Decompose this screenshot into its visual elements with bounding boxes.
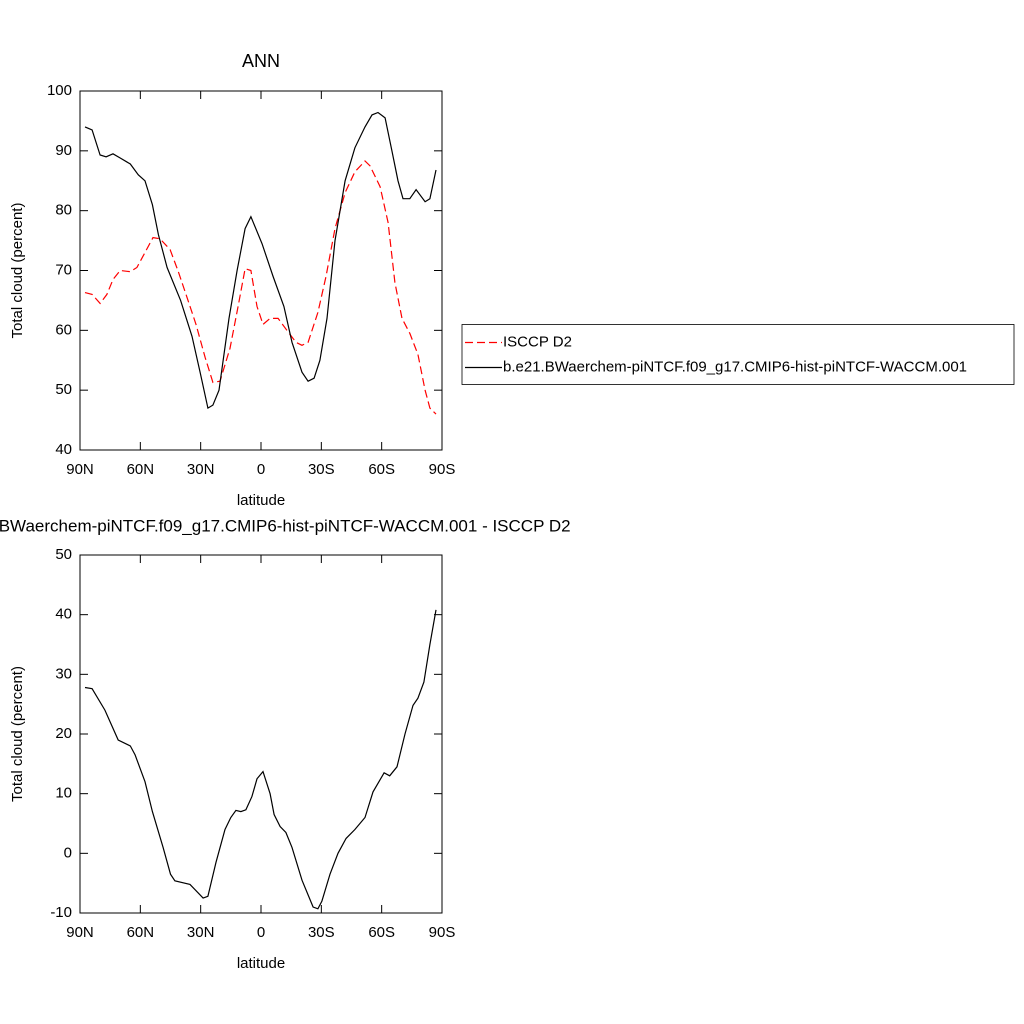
x-tick-label: 60S: [368, 461, 395, 478]
y-tick-label: -10: [50, 904, 72, 921]
y-tick-label: 40: [55, 441, 72, 458]
data-line: [84, 609, 437, 910]
y-tick-label: 10: [55, 785, 72, 802]
x-tick-label: 60S: [368, 924, 395, 941]
y-tick-label: 90: [55, 142, 72, 159]
x-tick-label: 30S: [308, 924, 335, 941]
y-axis-label: Total cloud (percent): [9, 203, 26, 339]
x-tick-label: 0: [257, 924, 265, 941]
x-tick-label: 30N: [187, 461, 215, 478]
chart-title: b.e21.BWaerchem-piNTCF.f09_g17.CMIP6-his…: [0, 516, 571, 535]
y-tick-label: 40: [55, 606, 72, 623]
legend-box: [461, 324, 1015, 385]
y-tick-label: 30: [55, 665, 72, 682]
x-tick-label: 90S: [429, 461, 456, 478]
data-line: [84, 111, 437, 410]
data-line: [84, 160, 437, 415]
chart-title: ANN: [242, 51, 280, 71]
y-tick-label: 50: [55, 381, 72, 398]
x-axis-label: latitude: [237, 492, 285, 509]
x-tick-label: 60N: [127, 461, 155, 478]
x-tick-label: 30S: [308, 461, 335, 478]
x-tick-label: 30N: [187, 924, 215, 941]
x-tick-label: 90S: [429, 924, 456, 941]
x-tick-label: 90N: [66, 461, 94, 478]
y-tick-label: 20: [55, 725, 72, 742]
x-axis-label: latitude: [237, 955, 285, 972]
y-tick-label: 50: [55, 546, 72, 563]
plot-frame: [79, 90, 443, 451]
y-tick-label: 70: [55, 261, 72, 278]
plot-frame: [79, 554, 443, 914]
y-tick-label: 100: [47, 82, 72, 99]
y-tick-label: 80: [55, 202, 72, 219]
y-tick-label: 60: [55, 321, 72, 338]
x-tick-label: 0: [257, 461, 265, 478]
legend-label: b.e21.BWaerchem-piNTCF.f09_g17.CMIP6-his…: [503, 358, 967, 375]
y-axis-label: Total cloud (percent): [9, 666, 26, 802]
y-tick-label: 0: [64, 844, 72, 861]
x-tick-label: 60N: [127, 924, 155, 941]
legend-label: ISCCP D2: [503, 333, 572, 350]
x-tick-label: 90N: [66, 924, 94, 941]
